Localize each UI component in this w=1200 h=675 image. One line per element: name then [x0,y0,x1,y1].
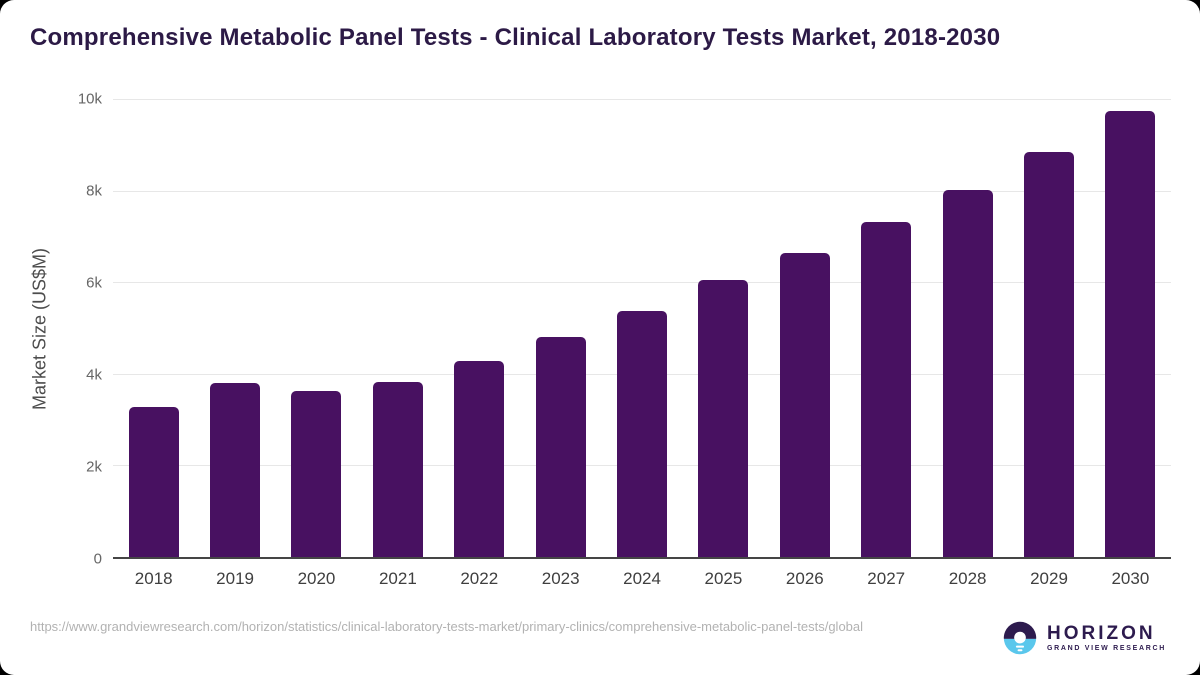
horizon-logo: HORIZON GRAND VIEW RESEARCH [1002,620,1166,656]
bar-2022 [454,360,505,557]
bar-2018 [128,406,179,557]
bar-2024 [617,310,668,557]
x-tick-label: 2019 [216,569,254,588]
y-tick-label: 4k [86,366,102,384]
bar-slot [683,99,764,557]
gridline [113,190,1171,192]
gridline [113,99,1171,100]
x-tick-label: 2021 [378,569,417,588]
bar-slot [520,99,601,557]
y-tick-label: 10k [77,90,102,108]
x-tick-label: 2025 [704,569,743,588]
x-tick-label: 2029 [1030,569,1068,588]
bar-series [113,99,1171,557]
y-tick-label: 6k [86,274,102,292]
bar-2019 [210,382,261,557]
x-tick-label: 2023 [541,569,580,588]
bar-slot [764,99,845,557]
x-tick-label: 2030 [1111,569,1150,588]
bar-slot [113,99,194,557]
bar-slot [846,99,927,557]
bar-2023 [535,336,586,557]
y-axis-title: Market Size (US$M) [29,247,50,411]
bar-slot [357,99,438,557]
bar-slot [439,99,520,557]
logo-title: HORIZON [1046,622,1156,644]
bar-slot [927,99,1008,557]
bar-2029 [1023,151,1074,557]
bar-slot [276,99,357,557]
bar-2027 [861,222,912,557]
x-tick-label: 2018 [134,569,173,588]
bar-slot [601,99,682,557]
bar-slot [1090,99,1171,557]
x-tick-label: 2028 [948,569,987,588]
x-tick-label: 2020 [297,569,336,588]
bar-2028 [942,190,993,557]
footer: https://www.grandviewresearch.com/horizo… [0,616,1200,656]
gridline [113,282,1171,284]
bar-2021 [372,381,423,557]
x-tick-label: 2027 [867,569,906,588]
x-tick-label: 2026 [785,569,824,588]
bar-2025 [698,280,749,557]
x-tick-label: 2022 [460,569,499,588]
bar-slot [1008,99,1089,557]
y-tick-label: 8k [86,182,102,200]
chart-title: Comprehensive Metabolic Panel Tests - Cl… [30,24,1001,51]
bar-slot [194,99,275,557]
bar-2026 [779,253,830,557]
y-tick-label: 0 [93,550,102,568]
logo-subtitle: GRAND VIEW RESEARCH [1046,644,1166,652]
bar-2020 [291,391,342,557]
x-axis-labels: 2018 2019 2020 2021 2022 2023 2024 2025 2026 2027… [113,569,1171,589]
y-tick-label: 2k [86,458,102,476]
source-url: https://www.grandviewresearch.com/horizo… [30,619,864,634]
bar-2030 [1105,110,1156,557]
logo-text: HORIZON GRAND VIEW RESEARCH [1046,622,1166,653]
horizon-logo-icon [1003,621,1037,655]
x-tick-label: 2024 [623,569,661,588]
plot-area [113,99,1171,559]
